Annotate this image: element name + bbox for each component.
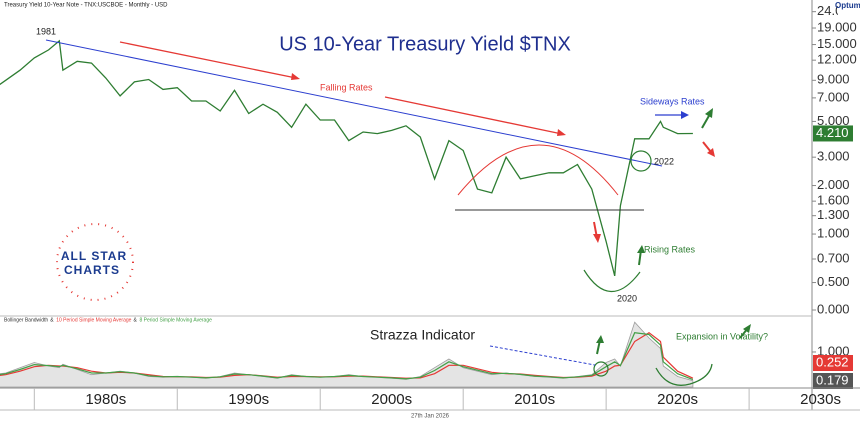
annotation: Sideways Rates bbox=[640, 96, 705, 106]
arrow bbox=[384, 96, 563, 135]
annotation: 1981 bbox=[36, 26, 56, 36]
footer-date: 27th Jan 2026 bbox=[411, 414, 450, 420]
arrow bbox=[702, 141, 712, 153]
highlight-circle bbox=[630, 150, 652, 172]
y-tick-label: 1.000 bbox=[817, 225, 850, 240]
y-tick-label: 7.000 bbox=[817, 89, 850, 104]
arc bbox=[583, 269, 641, 293]
arrow bbox=[119, 41, 297, 79]
legend-separator: & bbox=[50, 317, 54, 323]
annotation: Falling Rates bbox=[320, 82, 373, 92]
y-tick-label: 3.000 bbox=[817, 149, 850, 164]
annotation: Expansion in Volatility? bbox=[676, 331, 768, 341]
x-tick-label: 1980s bbox=[85, 391, 126, 408]
logo-stars bbox=[56, 223, 134, 301]
y-tick-label: 5.000 bbox=[817, 113, 850, 128]
arrowhead bbox=[291, 73, 300, 80]
arrowhead bbox=[557, 129, 566, 136]
arrowhead bbox=[681, 111, 689, 119]
arrowhead bbox=[707, 148, 715, 157]
x-tick-label: 2000s bbox=[371, 391, 412, 408]
main-panel: 24.00019.00015.00012.0009.0007.0005.0003… bbox=[0, 3, 857, 316]
indicator-title: Strazza Indicator bbox=[370, 327, 475, 343]
legend: Bollinger Bandwidth & 10 Period Simple M… bbox=[4, 317, 212, 323]
last-value-label: 0.179 bbox=[816, 372, 849, 387]
arrowhead bbox=[596, 335, 604, 343]
arrowhead bbox=[593, 234, 601, 243]
logo-text: CHARTS bbox=[64, 263, 120, 277]
annotation: Rising Rates bbox=[644, 244, 696, 254]
y-tick-label: 12.000 bbox=[817, 52, 857, 67]
trendline bbox=[45, 39, 663, 167]
legend-separator: & bbox=[133, 317, 137, 323]
last-value-box bbox=[813, 125, 853, 142]
legend-entry: 10 Period Simple Moving Average bbox=[56, 317, 131, 323]
arc bbox=[655, 363, 713, 386]
legend-entry: Bollinger Bandwidth bbox=[4, 317, 48, 323]
x-tick-label: 2030s bbox=[800, 391, 841, 408]
y-tick-label: 1.000 bbox=[817, 343, 850, 358]
trendline bbox=[489, 345, 596, 366]
arrowhead bbox=[705, 108, 713, 118]
y-tick-label: 9.000 bbox=[817, 72, 850, 87]
y-tick-label: 1.600 bbox=[817, 193, 850, 208]
arc bbox=[457, 144, 619, 196]
y-tick-label: 15.000 bbox=[817, 36, 857, 51]
last-value-label: 4.210 bbox=[816, 125, 849, 140]
chart-title: US 10-Year Treasury Yield $TNX bbox=[279, 33, 571, 55]
annotation: 2022 bbox=[654, 156, 674, 166]
sma-line bbox=[0, 332, 694, 381]
header-source: Treasury Yield 10-Year Note - TNX:USCBOE… bbox=[4, 3, 168, 9]
logo: ALL STAR CHARTS bbox=[56, 223, 134, 301]
legend-entry: 8 Period Simple Moving Average bbox=[139, 317, 212, 323]
last-value-label: 0.252 bbox=[816, 354, 849, 369]
y-tick-label: 0.500 bbox=[817, 274, 850, 289]
logo-text: ALL STAR bbox=[61, 249, 127, 263]
y-tick-label: 1.300 bbox=[817, 207, 850, 222]
y-tick-label: 0.000 bbox=[817, 301, 850, 316]
brand-bg bbox=[838, 0, 860, 22]
last-value-box bbox=[813, 373, 853, 389]
annotation: 2020 bbox=[617, 293, 637, 303]
x-tick-label: 2010s bbox=[514, 391, 555, 408]
highlight-circle bbox=[593, 361, 609, 377]
brand: Optuma bbox=[835, 1, 860, 10]
arrowhead bbox=[743, 324, 751, 333]
last-value-box bbox=[813, 355, 853, 371]
y-tick-label: 19.000 bbox=[817, 19, 857, 34]
y-tick-label: 2.000 bbox=[817, 177, 850, 192]
x-tick-label: 1990s bbox=[228, 391, 269, 408]
x-tick-label: 2020s bbox=[657, 391, 698, 408]
price-line bbox=[0, 39, 693, 277]
arrow bbox=[701, 113, 711, 129]
y-tick-label: 0.700 bbox=[817, 250, 850, 265]
arrowhead bbox=[637, 245, 645, 253]
